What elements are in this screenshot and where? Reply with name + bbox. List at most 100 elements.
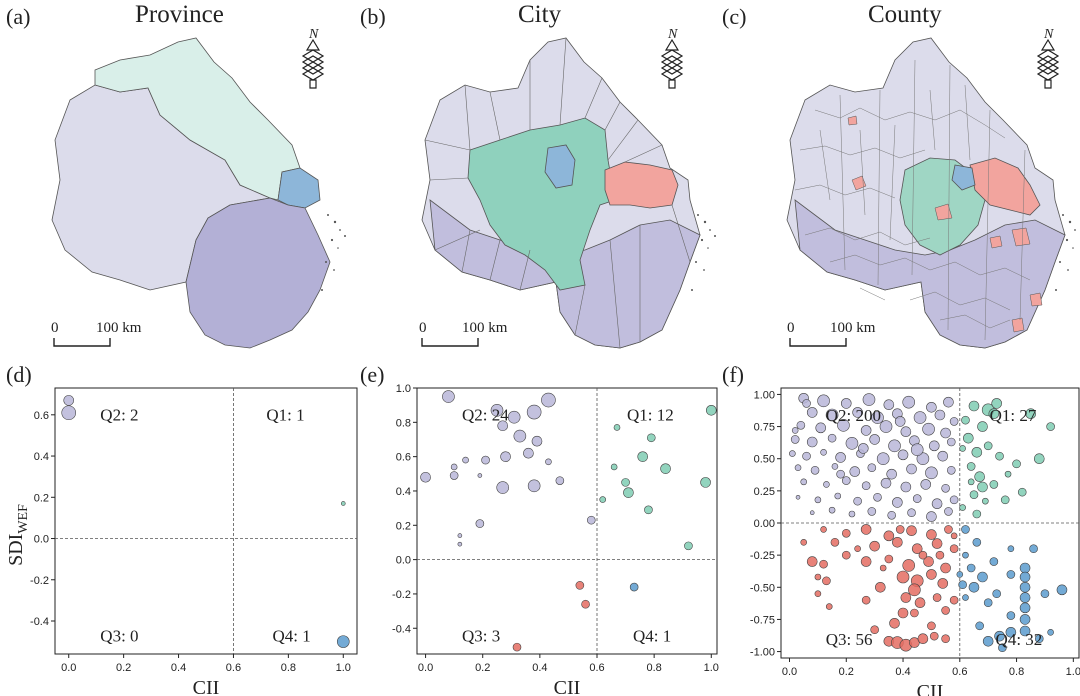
data-point-q2	[457, 533, 463, 538]
svg-text:N: N	[308, 27, 319, 42]
data-point-q2	[490, 404, 504, 417]
quadrant-label-q1: Q1: 27	[990, 406, 1037, 425]
y-tick-label: 0.2	[396, 520, 411, 532]
data-point-q2	[943, 396, 954, 408]
data-point-q4	[1047, 628, 1054, 636]
data-point-q2	[462, 456, 469, 464]
data-point-q2	[900, 426, 912, 438]
data-point-q2	[840, 398, 852, 409]
data-point-q2	[500, 451, 511, 462]
x-tick-label: 1.0	[1066, 666, 1080, 678]
data-point-q2	[946, 465, 956, 475]
scale-bar: 0 100 km	[51, 320, 142, 347]
y-tick-label: 1.0	[396, 383, 411, 395]
y-tick-label: -0.25	[750, 550, 775, 562]
north-arrow: N	[660, 27, 684, 89]
data-point-q3	[512, 642, 522, 652]
data-point-q2	[814, 496, 822, 504]
data-point-q3	[932, 593, 942, 602]
x-tick-label: 0.6	[589, 662, 604, 674]
data-point-q3	[902, 559, 916, 572]
data-point-q4	[1007, 545, 1015, 553]
data-point-q2	[887, 510, 896, 520]
data-point-q1	[971, 446, 983, 458]
y-tick-label: -0.2	[30, 575, 49, 587]
data-point-q3	[820, 526, 827, 533]
data-point-q1	[982, 497, 989, 505]
quadrant-label-q4: Q4: 1	[272, 626, 310, 645]
data-point-q2	[937, 450, 949, 462]
x-tick-label: 0.8	[281, 662, 296, 674]
data-point-q4	[966, 563, 976, 573]
data-point-q2	[800, 478, 808, 486]
svg-text:100 km: 100 km	[96, 320, 142, 336]
data-point-q1	[1046, 422, 1055, 431]
x-axis-label: CII	[193, 677, 220, 696]
scale-bar: 0 100 km	[419, 320, 508, 347]
y-tick-label: 0.0	[34, 534, 49, 546]
data-point-q4	[998, 643, 1007, 653]
data-point-q2	[944, 507, 953, 516]
data-point-q3	[581, 599, 590, 609]
data-point-q3	[896, 570, 910, 584]
data-point-q2	[825, 408, 839, 422]
x-tick-label: 1.0	[704, 662, 719, 674]
data-point-q3	[937, 578, 949, 589]
data-point-q2	[806, 436, 818, 448]
data-point-q2	[925, 466, 938, 480]
data-point-q2	[450, 463, 458, 471]
data-point-q1	[1000, 495, 1010, 505]
data-point-q2	[876, 452, 890, 466]
data-point-q2	[910, 443, 924, 457]
x-tick-label: 0.2	[475, 662, 490, 674]
data-point-q2	[449, 471, 459, 480]
x-axis-label: CII	[917, 681, 944, 696]
data-point-q1	[621, 478, 630, 487]
data-point-q2	[513, 429, 527, 443]
data-point-q2	[442, 390, 455, 403]
data-point-q2	[862, 393, 876, 406]
y-tick-label: -1.00	[750, 647, 775, 659]
data-point-q3	[800, 538, 808, 546]
data-point-q1	[959, 504, 966, 511]
data-point-q2	[831, 463, 839, 470]
data-point-q1	[1017, 487, 1027, 497]
y-tick-label: 0.8	[396, 417, 411, 429]
map-title-province: Province	[135, 1, 224, 28]
quadrant-label-q3: Q3: 0	[100, 626, 138, 645]
x-tick-label: 0.0	[418, 662, 433, 674]
data-point-q1	[966, 462, 976, 471]
data-point-q1	[989, 480, 999, 489]
data-point-q1	[340, 501, 346, 506]
data-point-q2	[475, 519, 485, 528]
y-tick-label: 0.0	[396, 555, 411, 567]
points-layer	[61, 395, 350, 648]
data-point-q2	[507, 410, 521, 424]
data-point-q2	[906, 463, 917, 475]
data-point-q3	[814, 590, 822, 598]
y-axis-label: SDIWEF	[5, 504, 31, 566]
coast-islands	[321, 214, 346, 291]
province-region-shanghai	[277, 167, 321, 209]
data-point-q2	[869, 434, 880, 445]
data-point-q1	[961, 415, 970, 425]
quadrant-label-q1: Q1: 1	[266, 406, 304, 425]
data-point-q3	[860, 524, 872, 535]
data-point-q1	[983, 441, 993, 451]
data-point-q2	[531, 435, 543, 447]
map-title-county: County	[868, 1, 942, 28]
data-point-q4	[1019, 562, 1031, 574]
data-point-q4	[982, 635, 994, 647]
svg-text:100 km: 100 km	[830, 320, 876, 336]
data-point-q2	[871, 411, 884, 424]
x-tick-label: 0.2	[116, 662, 131, 674]
data-point-q2	[892, 497, 903, 508]
city-green-region	[467, 117, 616, 291]
data-point-q1	[967, 478, 975, 486]
data-point-q2	[496, 481, 510, 494]
data-point-q1	[959, 445, 966, 452]
data-point-q2	[949, 417, 959, 426]
data-point-q2	[827, 433, 837, 443]
data-point-q2	[845, 436, 859, 450]
data-point-q4	[1029, 544, 1038, 554]
